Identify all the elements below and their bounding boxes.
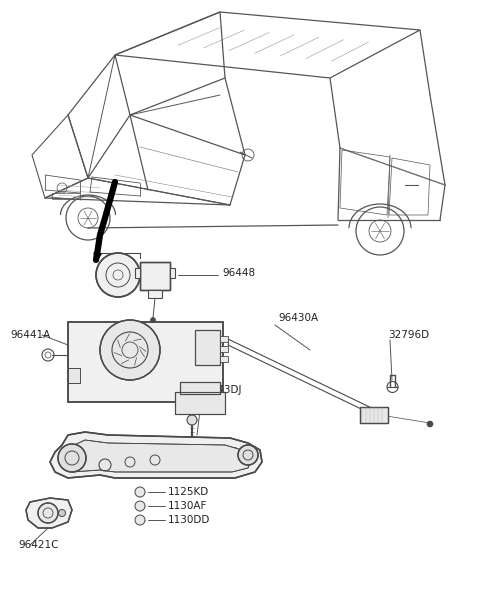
Polygon shape: [62, 440, 252, 472]
Bar: [180, 382, 220, 394]
Bar: [140, 262, 170, 290]
Polygon shape: [148, 290, 162, 298]
Bar: [68, 368, 80, 383]
Bar: [195, 330, 220, 365]
Circle shape: [58, 444, 86, 472]
Bar: [140, 262, 170, 290]
Bar: [52, 193, 80, 199]
Polygon shape: [135, 268, 140, 278]
Bar: [360, 407, 388, 423]
Circle shape: [135, 487, 145, 497]
Circle shape: [100, 320, 160, 380]
Circle shape: [135, 515, 145, 525]
Bar: [220, 336, 228, 342]
Bar: [175, 392, 225, 414]
Polygon shape: [170, 268, 175, 278]
Bar: [68, 322, 223, 402]
Text: 1243DJ: 1243DJ: [205, 385, 242, 395]
Text: 96443A: 96443A: [218, 447, 258, 457]
Circle shape: [135, 501, 145, 511]
Bar: [180, 382, 220, 394]
Circle shape: [151, 317, 156, 323]
Text: 1130AF: 1130AF: [168, 501, 207, 511]
Text: 96430A: 96430A: [278, 313, 318, 323]
Bar: [360, 407, 388, 423]
Bar: [220, 356, 228, 362]
Text: 96441A: 96441A: [10, 330, 50, 340]
Circle shape: [187, 415, 197, 425]
Text: 96421C: 96421C: [18, 540, 59, 550]
Circle shape: [96, 253, 140, 297]
Bar: [195, 330, 220, 365]
Circle shape: [238, 445, 258, 465]
Text: 32796D: 32796D: [388, 330, 429, 340]
Polygon shape: [26, 498, 72, 528]
Polygon shape: [50, 432, 262, 478]
Bar: [175, 392, 225, 414]
Bar: [220, 346, 228, 352]
Text: 96448: 96448: [222, 268, 255, 278]
Circle shape: [427, 421, 433, 427]
Text: 1125KD: 1125KD: [168, 487, 209, 497]
Circle shape: [38, 503, 58, 523]
Circle shape: [59, 509, 65, 517]
Text: 1130DD: 1130DD: [168, 515, 210, 525]
Bar: [68, 322, 223, 402]
